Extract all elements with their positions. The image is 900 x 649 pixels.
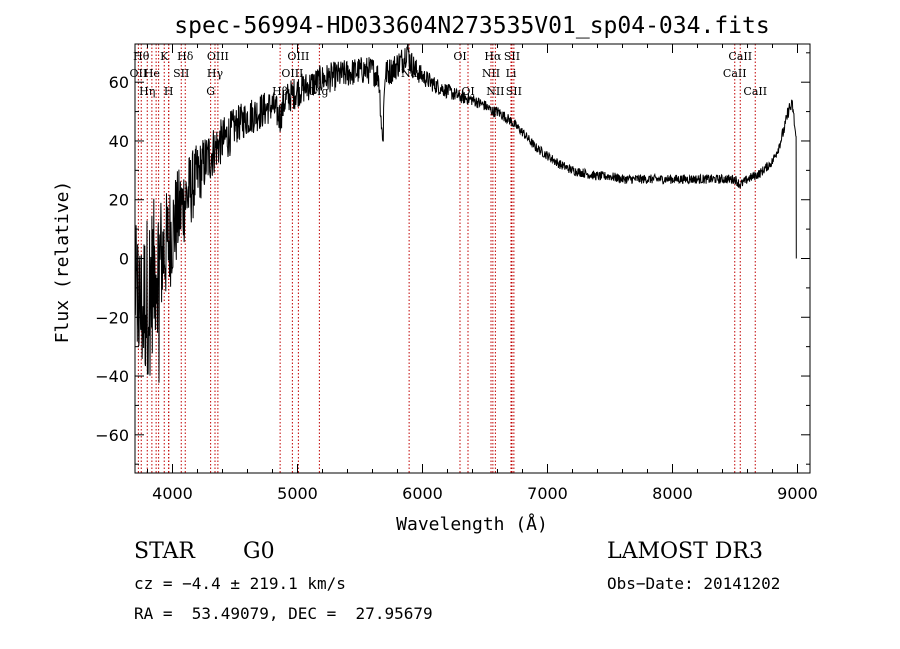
line-label: Li bbox=[506, 67, 517, 80]
redshift-readout: cz = −4.4 ± 219.1 km/s bbox=[134, 574, 346, 593]
y-axis-label: Flux (relative) bbox=[52, 181, 73, 344]
line-label: Hα bbox=[484, 50, 502, 63]
line-label: OIII bbox=[207, 50, 229, 63]
line-label: OI bbox=[453, 50, 466, 63]
x-tick-label: 9000 bbox=[777, 484, 818, 503]
x-tick-label: 4000 bbox=[152, 484, 193, 503]
spectral-line-labels: OIIHθHηHeKHSIIHδGHγOIIIHβOIIIOIIIMgNaOIO… bbox=[130, 50, 768, 98]
line-label: Hδ bbox=[177, 50, 194, 63]
plot-frame bbox=[134, 43, 811, 474]
x-tick-label: 8000 bbox=[652, 484, 693, 503]
object-class: STAR bbox=[134, 539, 195, 564]
line-label: He bbox=[144, 67, 160, 80]
chart-title: spec-56994-HD033604N273535V01_sp04-034.f… bbox=[174, 13, 769, 39]
x-tick-label: 7000 bbox=[527, 484, 568, 503]
line-label: OII bbox=[130, 67, 148, 80]
y-tick-label: 60 bbox=[109, 73, 129, 92]
line-label: CaII bbox=[743, 85, 767, 98]
coordinates-readout: RA = 53.49079, DEC = 27.95679 bbox=[134, 604, 433, 623]
line-label: Hη bbox=[139, 85, 155, 98]
y-tick-label: −60 bbox=[95, 426, 129, 445]
x-axis-label: Wavelength (Å) bbox=[396, 513, 548, 535]
line-label: OIII bbox=[281, 67, 303, 80]
line-label: CaII bbox=[723, 67, 747, 80]
line-label: NII bbox=[482, 67, 500, 80]
axis-ticks: 4000 5000 6000 7000 8000 9000 −60 −40 −20 0 20 40 60 bbox=[95, 44, 818, 503]
x-tick-label: 5000 bbox=[277, 484, 318, 503]
obs-date: Obs−Date: 20141202 bbox=[607, 574, 781, 593]
line-label: Hγ bbox=[207, 67, 224, 80]
line-label: G bbox=[206, 85, 215, 98]
survey-name: LAMOST DR3 bbox=[607, 539, 763, 564]
line-label: CaII bbox=[728, 50, 752, 63]
line-label: SII bbox=[173, 67, 189, 80]
y-tick-label: 0 bbox=[119, 250, 129, 269]
line-label: Hθ bbox=[133, 50, 150, 63]
y-tick-label: 20 bbox=[109, 191, 129, 210]
x-tick-label: 6000 bbox=[402, 484, 443, 503]
y-tick-label: −20 bbox=[95, 308, 129, 327]
line-label: Hβ bbox=[272, 85, 288, 98]
spectral-line-markers bbox=[137, 44, 756, 473]
y-tick-label: 40 bbox=[109, 132, 129, 151]
line-label: K bbox=[160, 50, 169, 63]
line-label: NII bbox=[486, 85, 504, 98]
flux-series-line bbox=[134, 43, 797, 383]
line-label: SII bbox=[504, 50, 520, 63]
y-tick-label: −40 bbox=[95, 367, 129, 386]
object-subclass: G0 bbox=[243, 539, 275, 564]
line-label: SII bbox=[506, 85, 522, 98]
line-label: OIII bbox=[287, 50, 309, 63]
line-label: H bbox=[164, 85, 174, 98]
